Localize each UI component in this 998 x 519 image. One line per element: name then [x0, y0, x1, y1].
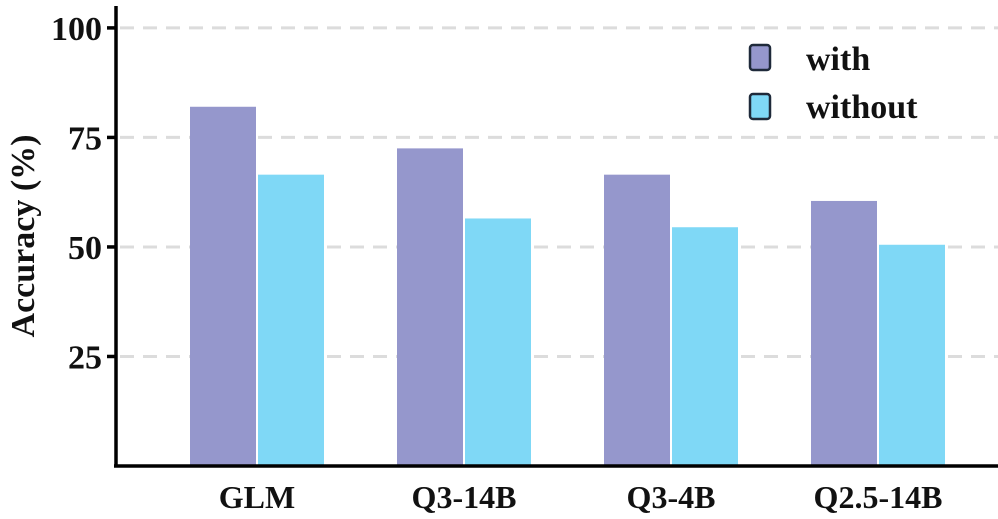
legend-label-with: with — [806, 41, 870, 78]
x-tick-label: Q3-14B — [412, 479, 517, 515]
x-tick-labels: GLM Q3-14B Q3-4B Q2.5-14B — [219, 479, 943, 515]
legend-label-without: without — [806, 89, 918, 126]
bar-with-Q2.5-14B — [811, 200, 877, 466]
bar-without-Q3-4B — [672, 227, 738, 466]
x-tick-label: Q3-4B — [627, 479, 716, 515]
legend-swatch-without — [748, 92, 772, 121]
legend-swatch-with — [748, 43, 772, 72]
bar-with-Q3-4B — [604, 174, 670, 466]
bar-with-Q3-14B — [397, 148, 463, 466]
y-tick-label: 50 — [68, 230, 102, 267]
y-tick-label: 75 — [68, 120, 102, 157]
y-tick-labels: 25 50 75 100 — [51, 11, 116, 376]
bar-without-Q2.5-14B — [879, 244, 945, 466]
y-tick-label: 100 — [51, 11, 102, 48]
y-tick-label: 25 — [68, 339, 102, 376]
y-axis-label: Accuracy (%) — [5, 135, 42, 338]
x-tick-label: Q2.5-14B — [814, 479, 943, 515]
legend: with without — [748, 41, 918, 126]
x-tick-label: GLM — [219, 479, 295, 515]
bar-without-Q3-14B — [465, 218, 531, 466]
bar-without-GLM — [258, 174, 324, 466]
bar-with-GLM — [190, 106, 256, 466]
bars — [190, 106, 945, 466]
